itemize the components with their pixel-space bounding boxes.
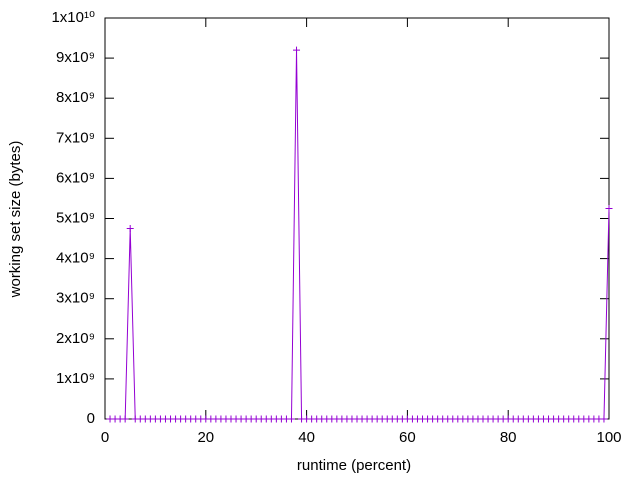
- y-tick-label: 1x10¹⁰: [51, 9, 95, 26]
- y-tick-label: 5x10⁹: [56, 209, 95, 226]
- y-tick-label: 9x10⁹: [56, 49, 95, 66]
- x-axis-label: runtime (percent): [297, 457, 411, 474]
- y-tick-label: 6x10⁹: [56, 169, 95, 186]
- y-tick-label: 2x10⁹: [56, 330, 95, 347]
- x-tick-label: 20: [197, 429, 214, 446]
- y-tick-label: 0: [87, 410, 95, 427]
- point-marker: [600, 415, 608, 423]
- x-tick-label: 60: [399, 429, 416, 446]
- x-tick-label: 0: [101, 429, 109, 446]
- y-tick-label: 4x10⁹: [56, 250, 95, 267]
- x-tick-label: 80: [500, 429, 517, 446]
- point-marker: [293, 46, 301, 54]
- x-tick-label: 40: [298, 429, 315, 446]
- point-marker: [287, 415, 295, 423]
- y-tick-label: 3x10⁹: [56, 290, 95, 307]
- y-tick-label: 7x10⁹: [56, 129, 95, 146]
- x-tick-label: 100: [596, 429, 621, 446]
- point-marker: [605, 204, 613, 212]
- y-axis-label: working set size (bytes): [7, 141, 24, 299]
- y-tick-label: 8x10⁹: [56, 89, 95, 106]
- point-marker: [126, 225, 134, 233]
- y-tick-label: 1x10⁹: [56, 370, 95, 387]
- point-marker: [121, 415, 129, 423]
